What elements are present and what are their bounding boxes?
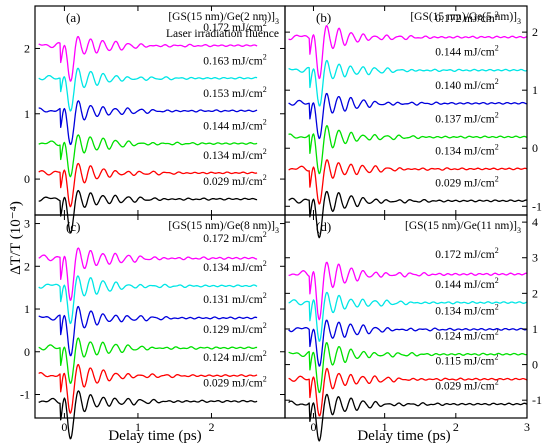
fluence-label: 0.172 mJ/cm2: [435, 246, 498, 261]
y-tick-label: 3: [24, 217, 30, 231]
trace-0-134-mj-cm2: [288, 159, 528, 205]
x-tick-label: 1: [382, 420, 388, 434]
panel-subtitle: Laser irradiation fluence: [166, 28, 279, 40]
y-tick-label: -1: [532, 393, 542, 407]
trace-0-144-mj-cm2: [38, 134, 258, 178]
y-tick-label: 0: [532, 358, 538, 372]
trace-0-131-mj-cm2: [38, 305, 258, 357]
panel-letter: (d): [316, 219, 331, 234]
y-tick-label: 4: [532, 215, 538, 229]
y-tick-label: 1: [532, 83, 538, 97]
trace-0-172-mj-cm2: [288, 25, 528, 80]
fluence-label: 0.172 mJ/cm2: [203, 19, 266, 34]
y-tick-label: 2: [24, 259, 30, 273]
trace-0-134-mj-cm2: [288, 319, 528, 367]
fluence-label: 0.029 mJ/cm2: [435, 174, 498, 189]
trace-0-029-mj-cm2: [288, 393, 528, 442]
y-tick-label: 0: [24, 345, 30, 359]
fluence-label: 0.124 mJ/cm2: [435, 327, 498, 342]
y-axis-title: ΔT/T (10⁻⁴): [8, 201, 24, 275]
panel-heading: [GS(15 nm)/Ge(5 nm)]3: [410, 11, 521, 26]
fluence-label: 0.131 mJ/cm2: [203, 291, 266, 306]
trace-0-172-mj-cm2: [38, 36, 258, 82]
trace-0-153-mj-cm2: [38, 100, 258, 146]
panel-c: 0.029 mJ/cm2 0.124 mJ/cm2 0.129 mJ/cm2 0.13…: [20, 214, 286, 440]
fluence-label: 0.134 mJ/cm2: [203, 147, 266, 162]
x-tick-label: 0: [310, 420, 316, 434]
panel-letter: (c): [66, 219, 80, 234]
trace-0-029-mj-cm2: [38, 390, 258, 440]
panels: 0.029 mJ/cm2 0.134 mJ/cm2 0.144 mJ/cm2 0.15…: [20, 5, 542, 442]
fluence-label: 0.124 mJ/cm2: [203, 349, 266, 364]
trace-0-163-mj-cm2: [38, 67, 258, 112]
y-tick-label: 2: [532, 25, 538, 39]
fluence-label: 0.115 mJ/cm2: [436, 352, 499, 367]
x-tick-label: 2: [208, 420, 214, 434]
x-axis-title-right: Delay time (ps): [357, 428, 450, 444]
y-tick-label: 0: [24, 172, 30, 186]
y-tick-label: 0: [532, 141, 538, 155]
y-tick-label: 1: [24, 302, 30, 316]
x-tick-label: 1: [135, 420, 141, 434]
panel-frame: [284, 214, 528, 419]
panel-a: 0.029 mJ/cm2 0.134 mJ/cm2 0.144 mJ/cm2 0.15…: [24, 5, 286, 234]
x-tick-label: 3: [524, 420, 530, 434]
panel-heading: [GS(15 nm)/Ge(2 nm)]3: [168, 11, 279, 26]
panel-b: 0.029 mJ/cm2 0.134 mJ/cm2 0.137 mJ/cm2 0.14…: [284, 5, 542, 239]
fluence-label: 0.029 mJ/cm2: [435, 377, 498, 392]
trace-0-134-mj-cm2: [38, 162, 258, 208]
trace-0-137-mj-cm2: [288, 124, 528, 175]
y-tick-label: 2: [24, 41, 30, 55]
fluence-label: 0.144 mJ/cm2: [435, 276, 498, 291]
fluence-label: 0.029 mJ/cm2: [203, 173, 266, 188]
fluence-label: 0.029 mJ/cm2: [203, 375, 266, 390]
trace-0-172-mj-cm2: [38, 247, 258, 301]
fluence-label: 0.172 mJ/cm2: [435, 10, 498, 25]
x-tick-label: 0: [61, 420, 67, 434]
y-tick-label: 2: [532, 286, 538, 300]
panel-letter: (b): [316, 10, 331, 25]
fluence-label: 0.137 mJ/cm2: [435, 110, 498, 125]
y-tick-label: 1: [24, 107, 30, 121]
fluence-label: 0.153 mJ/cm2: [203, 85, 266, 100]
fluence-label: 0.134 mJ/cm2: [435, 302, 498, 317]
x-tick-label: 2: [453, 420, 459, 434]
trace-0-144-mj-cm2: [288, 59, 528, 107]
fluence-label: 0.144 mJ/cm2: [435, 44, 498, 59]
trace-0-029-mj-cm2: [288, 190, 528, 239]
trace-0-129-mj-cm2: [38, 337, 258, 384]
panel-d: 0.029 mJ/cm2 0.115 mJ/cm2 0.124 mJ/cm2 0.13…: [284, 214, 542, 442]
fluence-label: 0.134 mJ/cm2: [203, 259, 266, 274]
fluence-label: 0.172 mJ/cm2: [203, 230, 266, 245]
panel-heading: [GS(15 nm)/Ge(8 nm)]3: [168, 220, 279, 235]
fluence-label: 0.140 mJ/cm2: [435, 77, 498, 92]
trace-0-029-mj-cm2: [38, 189, 258, 234]
trace-0-124-mj-cm2: [38, 363, 258, 414]
fluence-label: 0.163 mJ/cm2: [203, 53, 266, 68]
trace-0-115-mj-cm2: [288, 367, 528, 417]
panel-letter: (a): [66, 10, 80, 25]
trace-0-124-mj-cm2: [288, 342, 528, 394]
panel-heading: [GS(15 nm)/Ge(11 nm)]3: [405, 220, 521, 235]
fluence-label: 0.129 mJ/cm2: [203, 321, 266, 336]
fluence-label: 0.134 mJ/cm2: [435, 142, 498, 157]
trace-0-172-mj-cm2: [288, 261, 528, 321]
y-tick-label: 1: [532, 322, 538, 336]
y-tick-label: 3: [532, 251, 538, 265]
trace-0-134-mj-cm2: [38, 275, 258, 325]
y-tick-label: -1: [532, 199, 542, 213]
y-tick-label: -1: [20, 387, 30, 401]
trace-0-144-mj-cm2: [288, 291, 528, 342]
trace-0-140-mj-cm2: [288, 92, 527, 140]
x-axis-title-left: Delay time (ps): [108, 428, 201, 444]
fluence-label: 0.144 mJ/cm2: [203, 117, 266, 132]
